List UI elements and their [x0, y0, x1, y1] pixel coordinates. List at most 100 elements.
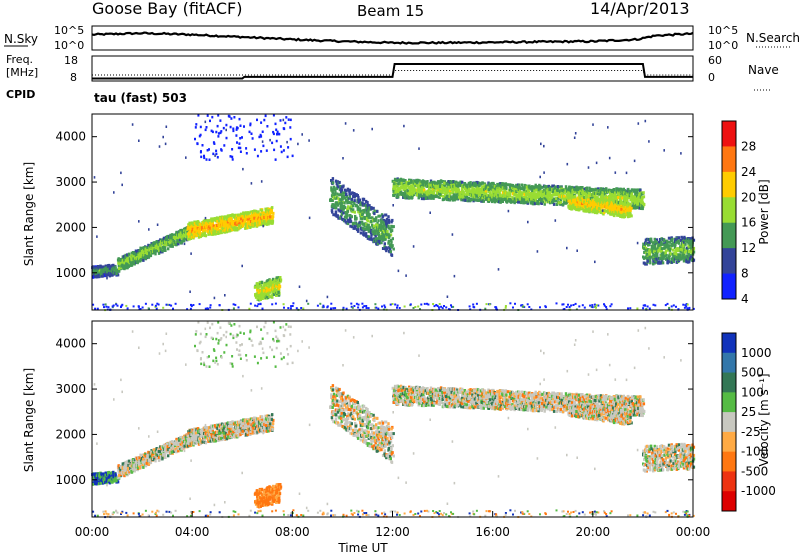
- power-echo-cell: [92, 275, 95, 279]
- power-echo-cell: [188, 224, 192, 228]
- noise-sky-line: [91, 31, 694, 45]
- power-echo-cell: [363, 210, 366, 214]
- power-echo-cell: [621, 188, 624, 192]
- power-echo-cell: [175, 230, 178, 234]
- power-echo-cell: [559, 198, 562, 202]
- freq-label: Freq.: [6, 53, 33, 66]
- power-echo-cell: [340, 205, 343, 208]
- power-echo-cell: [180, 240, 183, 244]
- power-echo-cell: [267, 209, 271, 213]
- power-echo-cell: [636, 194, 639, 198]
- power-echo-cell: [541, 195, 544, 198]
- power-echo-cell: [210, 217, 213, 221]
- power-echo-cell: [270, 211, 274, 215]
- power-echo-cell: [265, 289, 268, 293]
- power-echo-cell: [644, 262, 647, 266]
- power-echo-cell: [523, 183, 526, 187]
- power-echo-cell: [227, 217, 231, 221]
- power-echo-cell: [272, 287, 275, 291]
- power-echo-cell: [627, 187, 630, 191]
- power-echo-cell: [422, 195, 425, 199]
- power-echo-cell: [599, 187, 603, 191]
- power-echo-cell: [332, 185, 336, 189]
- power-echo-cell: [227, 228, 230, 232]
- power-echo-cell: [513, 189, 517, 193]
- power-echo-cell: [358, 223, 362, 227]
- power-echo-cell: [525, 197, 528, 201]
- power-echo-cell: [503, 182, 506, 186]
- power-echo-cell: [342, 184, 345, 188]
- power-echo-cell: [260, 281, 264, 284]
- power-echo-cell: [368, 237, 371, 241]
- power-echo-cell: [231, 213, 234, 217]
- power-echo-cell: [593, 191, 596, 195]
- power-echo-cell: [433, 189, 436, 193]
- power-echo-cell: [383, 245, 386, 249]
- power-echo-cell: [381, 214, 385, 218]
- power-echo-cell: [191, 227, 194, 231]
- power-echo-cell: [218, 222, 221, 226]
- power-echo-cell: [528, 186, 531, 190]
- power-echo-cell: [353, 210, 357, 214]
- power-echo-cell: [461, 194, 464, 198]
- power-echo-cell: [149, 254, 153, 258]
- power-echo-cell: [263, 211, 266, 215]
- power-echo-cell: [270, 280, 273, 284]
- power-echo-cell: [112, 268, 115, 272]
- power-echo-cell: [199, 225, 202, 229]
- power-echo-cell: [354, 214, 357, 218]
- power-echo-cell: [608, 194, 611, 198]
- power-echo-cell: [487, 188, 491, 192]
- power-echo-cell: [416, 186, 419, 190]
- power-echo-cell: [371, 216, 374, 220]
- power-echo-cell: [367, 223, 370, 227]
- power-echo-cell: [353, 195, 356, 199]
- power-echo-cell: [240, 217, 243, 221]
- power-echo-cell: [385, 217, 389, 221]
- power-echo-cell: [450, 180, 453, 184]
- power-echo-cell: [350, 204, 353, 208]
- power-echo-cell: [491, 195, 494, 199]
- power-echo-cell: [398, 190, 401, 193]
- power-echo-cell: [408, 196, 412, 200]
- power-echo-cell: [446, 183, 449, 187]
- power-echo-cell: [390, 229, 394, 233]
- power-echo-cell: [452, 191, 455, 195]
- power-echo-cell: [374, 239, 378, 243]
- power-echo-cell: [497, 193, 500, 197]
- power-echo-cell: [399, 185, 402, 189]
- power-echo-cell: [352, 208, 355, 212]
- power-echo-cell: [158, 248, 161, 252]
- power-echo-cell: [332, 213, 335, 217]
- power-echo-cell: [568, 205, 571, 209]
- power-echo-cell: [127, 256, 130, 260]
- power-echo-cell: [419, 193, 422, 197]
- power-echo-cell: [398, 188, 402, 191]
- power-echo-cell: [261, 215, 264, 219]
- power-echo-cell: [601, 191, 604, 195]
- power-echo-cell: [137, 255, 141, 259]
- power-echo-cell: [254, 209, 258, 213]
- frequency-line: [92, 63, 693, 80]
- power-echo-cell: [423, 193, 426, 197]
- power-echo-cell: [133, 262, 136, 266]
- power-echo-cell: [205, 219, 208, 222]
- power-echo-cell: [147, 243, 150, 247]
- power-echo-cell: [124, 259, 128, 263]
- power-echo-cell: [637, 196, 640, 199]
- power-echo-cell: [411, 196, 414, 199]
- power-echo-cell: [397, 195, 400, 199]
- power-echo-cell: [625, 196, 628, 199]
- power-echo-cell: [259, 213, 263, 217]
- power-echo-cell: [248, 211, 251, 215]
- power-echo-cell: [158, 243, 162, 247]
- power-echo-cell: [256, 220, 259, 224]
- power-echo-cell: [275, 281, 278, 285]
- power-echo-cell: [392, 247, 395, 251]
- power-echo-cell: [636, 204, 639, 208]
- power-echo-cell: [474, 184, 477, 188]
- power-echo-cell: [161, 249, 164, 253]
- power-echo-cell: [463, 187, 467, 190]
- power-echo-cell: [331, 199, 334, 202]
- power-echo-cell: [407, 192, 410, 196]
